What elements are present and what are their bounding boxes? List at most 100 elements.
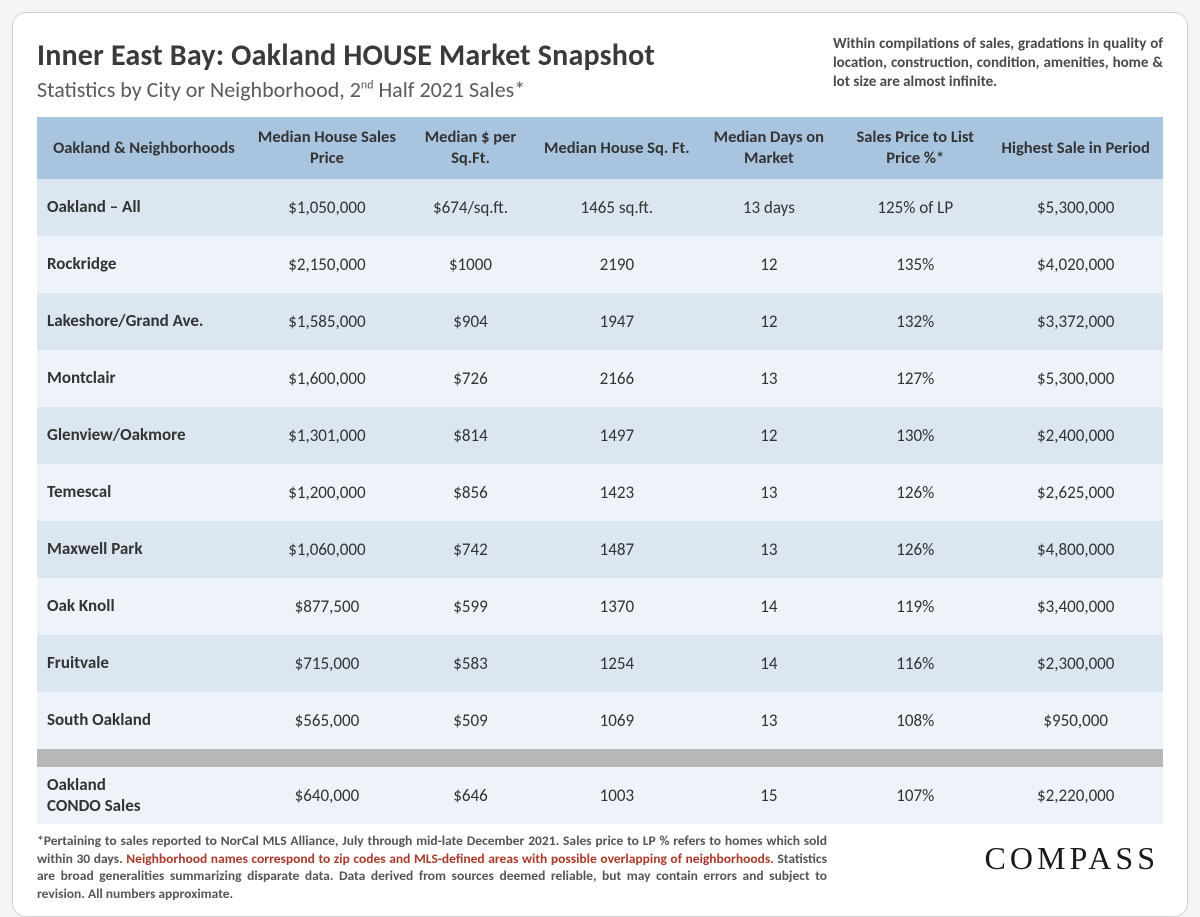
cell-dom: 13 [696,350,842,407]
cell-neighborhood: Lakeshore/Grand Ave. [37,293,251,350]
cell-high: $5,300,000 [988,179,1163,236]
cell-price: $1,050,000 [251,179,403,236]
col-header-dom: Median Days on Market [696,117,842,179]
subtitle-post: Half 2021 Sales* [374,76,526,103]
cell-price: $2,150,000 [251,236,403,293]
separator-row [37,749,1163,767]
cell-neighborhood: South Oakland [37,692,251,749]
cell-psf: $726 [403,350,538,407]
cell-high: $3,400,000 [988,578,1163,635]
footnote-highlight: Neighborhood names correspond to zip cod… [126,850,774,867]
cell-dom: 15 [696,767,842,824]
footer-row: *Pertaining to sales reported to NorCal … [37,832,1163,902]
table-row: Montclair$1,600,000$726216613127%$5,300,… [37,350,1163,407]
cell-dom: 13 [696,692,842,749]
col-header-sqft: Median House Sq. Ft. [538,117,696,179]
cell-splp: 127% [842,350,988,407]
header-row: Inner East Bay: Oakland HOUSE Market Sna… [37,31,1163,111]
table-body: Oakland – All$1,050,000$674/sq.ft.1465 s… [37,179,1163,824]
cell-sqft: 1465 sq.ft. [538,179,696,236]
subtitle-pre: Statistics by City or Neighborhood, 2 [37,76,361,103]
table-header-row: Oakland & Neighborhoods Median House Sal… [37,117,1163,179]
cell-dom: 12 [696,407,842,464]
cell-price: $1,600,000 [251,350,403,407]
cell-splp: 107% [842,767,988,824]
cell-sqft: 1370 [538,578,696,635]
cell-psf: $674/sq.ft. [403,179,538,236]
cell-neighborhood: Maxwell Park [37,521,251,578]
cell-high: $2,625,000 [988,464,1163,521]
table-row: Fruitvale$715,000$583125414116%$2,300,00… [37,635,1163,692]
separator-cell [37,749,1163,767]
cell-splp: 132% [842,293,988,350]
cell-price: $565,000 [251,692,403,749]
cell-psf: $1000 [403,236,538,293]
cell-neighborhood: Glenview/Oakmore [37,407,251,464]
page-title: Inner East Bay: Oakland HOUSE Market Sna… [37,37,833,74]
cell-price: $715,000 [251,635,403,692]
col-header-splp: Sales Price to List Price %* [842,117,988,179]
cell-price: $1,060,000 [251,521,403,578]
report-card: Inner East Bay: Oakland HOUSE Market Sna… [12,12,1188,917]
table-row: South Oakland$565,000$509106913108%$950,… [37,692,1163,749]
cell-splp: 126% [842,521,988,578]
cell-sqft: 1487 [538,521,696,578]
cell-sqft: 2190 [538,236,696,293]
cell-splp: 108% [842,692,988,749]
cell-neighborhood: Rockridge [37,236,251,293]
cell-psf: $583 [403,635,538,692]
cell-psf: $742 [403,521,538,578]
cell-dom: 14 [696,578,842,635]
cell-high: $4,800,000 [988,521,1163,578]
cell-neighborhood: Fruitvale [37,635,251,692]
cell-splp: 119% [842,578,988,635]
cell-high: $4,020,000 [988,236,1163,293]
cell-neighborhood: OaklandCONDO Sales [37,767,251,824]
table-row: Glenview/Oakmore$1,301,000$814149712130%… [37,407,1163,464]
subtitle-sup: nd [361,79,374,93]
cell-dom: 12 [696,236,842,293]
table-row-condo: OaklandCONDO Sales$640,000$646100315107%… [37,767,1163,824]
cell-price: $1,301,000 [251,407,403,464]
cell-neighborhood: Montclair [37,350,251,407]
cell-neighborhood: Oakland – All [37,179,251,236]
table-row: Oakland – All$1,050,000$674/sq.ft.1465 s… [37,179,1163,236]
cell-high: $3,372,000 [988,293,1163,350]
cell-dom: 13 days [696,179,842,236]
cell-psf: $599 [403,578,538,635]
cell-dom: 13 [696,521,842,578]
cell-splp: 130% [842,407,988,464]
cell-price: $1,585,000 [251,293,403,350]
table-row: Temescal$1,200,000$856142313126%$2,625,0… [37,464,1163,521]
footnote: *Pertaining to sales reported to NorCal … [37,832,827,902]
cell-high: $5,300,000 [988,350,1163,407]
table-row: Oak Knoll$877,500$599137014119%$3,400,00… [37,578,1163,635]
cell-price: $877,500 [251,578,403,635]
cell-dom: 14 [696,635,842,692]
col-header-neighborhood: Oakland & Neighborhoods [37,117,251,179]
cell-dom: 12 [696,293,842,350]
cell-sqft: 2166 [538,350,696,407]
cell-sqft: 1069 [538,692,696,749]
cell-high: $2,300,000 [988,635,1163,692]
cell-splp: 126% [842,464,988,521]
table-row: Maxwell Park$1,060,000$742148713126%$4,8… [37,521,1163,578]
cell-sqft: 1947 [538,293,696,350]
cell-high: $950,000 [988,692,1163,749]
cell-high: $2,400,000 [988,407,1163,464]
cell-splp: 135% [842,236,988,293]
brand-logo: COMPASS [985,832,1163,877]
cell-price: $1,200,000 [251,464,403,521]
cell-price: $640,000 [251,767,403,824]
cell-psf: $904 [403,293,538,350]
cell-high: $2,220,000 [988,767,1163,824]
cell-sqft: 1003 [538,767,696,824]
header-note: Within compilations of sales, gradations… [833,31,1163,93]
cell-psf: $509 [403,692,538,749]
market-table: Oakland & Neighborhoods Median House Sal… [37,117,1163,824]
cell-sqft: 1254 [538,635,696,692]
cell-sqft: 1423 [538,464,696,521]
cell-splp: 116% [842,635,988,692]
table-row: Lakeshore/Grand Ave.$1,585,000$904194712… [37,293,1163,350]
title-block: Inner East Bay: Oakland HOUSE Market Sna… [37,31,833,111]
